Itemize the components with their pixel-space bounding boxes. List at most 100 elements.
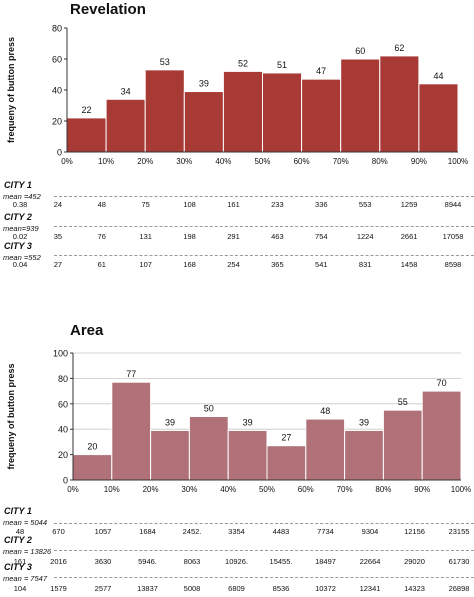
bar <box>418 83 459 153</box>
y-tick-label: 100 <box>53 349 68 359</box>
bar <box>183 91 224 153</box>
percentile-value: 3354 <box>228 527 245 536</box>
percentile-value: 161 <box>227 200 240 209</box>
data-label: 22 <box>82 105 92 115</box>
y-axis-label: frequeny of button press <box>6 363 16 469</box>
percentile-value: 0.04 <box>12 260 28 269</box>
x-tick-label: 50% <box>254 157 270 166</box>
x-tick-label: 20% <box>137 157 153 166</box>
data-label: 20 <box>87 442 97 452</box>
percentile-value: 61730 <box>448 557 470 566</box>
x-tick-label: 80% <box>372 157 388 166</box>
percentile-value: 3630 <box>94 557 112 566</box>
percentile-value: 254 <box>227 260 240 269</box>
x-tick-label: 100% <box>448 157 468 166</box>
y-tick-label: 80 <box>58 374 68 384</box>
x-tick-label: 0% <box>61 157 73 166</box>
x-tick-label: 30% <box>176 157 192 166</box>
data-label: 27 <box>281 433 291 443</box>
percentile-value: 8536 <box>272 584 290 593</box>
row-divider <box>54 255 474 256</box>
x-tick-label: 30% <box>181 485 197 494</box>
percentile-value: 161 <box>13 557 27 566</box>
chart-title: Revelation <box>70 1 146 18</box>
percentile-value: 24 <box>53 200 63 209</box>
y-tick-label: 60 <box>58 399 68 409</box>
percentile-value: 754 <box>315 232 328 241</box>
percentile-value: 76 <box>97 232 106 241</box>
percentile-value: 12156 <box>404 527 425 536</box>
percentile-value: 10926. <box>225 557 248 566</box>
percentile-value: 2452. <box>182 527 202 536</box>
x-tick-label: 10% <box>104 485 120 494</box>
data-label: 52 <box>238 58 248 68</box>
percentile-value: 463 <box>271 232 284 241</box>
x-tick-label: 10% <box>98 157 114 166</box>
data-label: 62 <box>394 43 404 53</box>
data-label: 47 <box>316 66 326 76</box>
percentile-value: 1579 <box>50 584 67 593</box>
x-tick-label: 0% <box>67 485 79 494</box>
percentile-value: 48 <box>15 527 25 536</box>
percentile-value: 2661 <box>400 232 418 241</box>
data-label: 77 <box>126 369 136 379</box>
percentile-values-row: 48 670 1057 1684 2452. 3354 4483 7734 9304 12156 2… <box>0 527 474 537</box>
percentile-value: 1684 <box>139 527 156 536</box>
revelation-table: CITY 1 mean =452 0.38 24 48 75 108 161 233 336 553… <box>0 0 474 280</box>
percentile-values-row: 104 1579 2577 13837 5008 6809 8536 10372 12341 14… <box>0 584 474 594</box>
percentile-value: 7734 <box>317 527 334 536</box>
percentile-value: 14323 <box>404 584 425 593</box>
city-label: CITY 3 <box>4 562 32 572</box>
y-tick-label: 0 <box>63 476 68 486</box>
percentile-values-row: 161 2016 3630 5946. 8063 10926. 15455. 18497 226… <box>0 557 474 567</box>
bar <box>305 418 346 481</box>
percentile-value: 104 <box>13 584 27 593</box>
percentile-value: 8063 <box>183 557 201 566</box>
revelation-panel: Revelation 22 34 53 39 52 51 47 60 62 44 0 20 40 60 80… <box>0 0 474 280</box>
row-divider <box>54 196 474 197</box>
y-tick-label: 20 <box>52 117 62 127</box>
row-divider <box>54 523 474 524</box>
city-mean: mean =552 <box>3 253 41 262</box>
bar <box>379 55 420 153</box>
row-divider <box>54 226 474 227</box>
percentile-value: 0.38 <box>12 200 28 209</box>
percentile-value: 35 <box>53 232 63 241</box>
percentile-value: 2016 <box>50 557 67 566</box>
percentile-value: 233 <box>271 200 284 209</box>
bar <box>421 390 462 481</box>
data-label: 44 <box>433 71 443 81</box>
percentile-value: 336 <box>315 200 328 209</box>
percentile-value: 12341 <box>359 584 381 593</box>
y-tick-label: 40 <box>58 425 68 435</box>
percentile-value: 15455. <box>269 557 293 566</box>
percentile-value: 8598 <box>444 260 462 269</box>
percentile-value: 23155 <box>448 527 470 536</box>
x-tick-label: 90% <box>414 485 430 494</box>
y-axis-label: frequeny of button press <box>6 37 16 143</box>
percentile-value: 0.02 <box>12 232 28 241</box>
percentile-value: 2577 <box>94 584 112 593</box>
city-mean: mean = 13826 <box>3 547 52 556</box>
row-divider <box>54 577 474 578</box>
data-label: 50 <box>204 404 214 414</box>
area-chart: 20 77 39 50 39 27 48 39 55 70 0 20 40 60 80 100 0% 10% 20%… <box>6 349 471 495</box>
x-tick-label: 20% <box>143 485 159 494</box>
x-tick-label: 100% <box>451 485 471 494</box>
y-tick-label: 60 <box>52 55 62 65</box>
bar <box>188 416 229 481</box>
y-tick-label: 20 <box>58 450 68 460</box>
x-tick-label: 40% <box>220 485 236 494</box>
y-tick-label: 0 <box>57 148 62 158</box>
data-label: 70 <box>437 378 447 388</box>
city-label: CITY 3 <box>4 241 32 251</box>
city-label: CITY 2 <box>4 535 32 545</box>
percentile-value: 8944 <box>444 200 462 209</box>
percentile-value: 168 <box>183 260 196 269</box>
percentile-value: 27 <box>53 260 63 269</box>
data-label: 53 <box>160 57 170 67</box>
percentile-values-row: 0.04 27 61 107 168 254 365 541 831 1458 8598 <box>0 260 474 270</box>
x-tick-label: 70% <box>333 157 349 166</box>
x-tick-label: 90% <box>411 157 427 166</box>
